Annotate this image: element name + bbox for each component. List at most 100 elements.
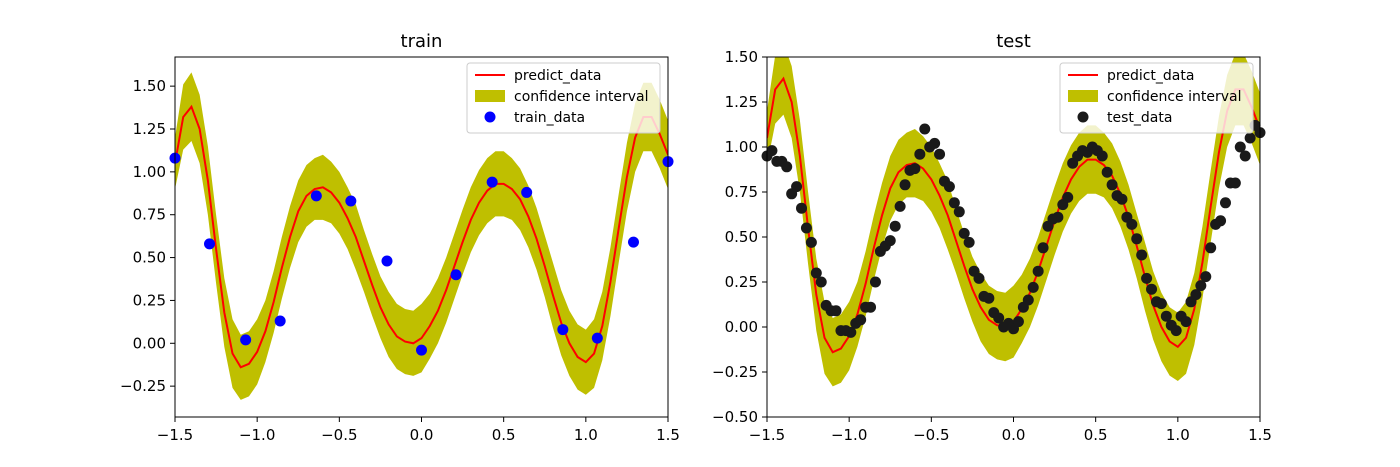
- y-tick-label: 1.00: [133, 163, 166, 181]
- x-tick-label: −0.5: [321, 426, 357, 444]
- data-point: [934, 148, 946, 160]
- y-tick-label: 1.00: [725, 138, 758, 156]
- data-point: [591, 332, 603, 344]
- data-point: [983, 292, 995, 304]
- data-point: [899, 179, 911, 191]
- data-point: [1096, 150, 1108, 162]
- data-point: [865, 301, 877, 313]
- data-point: [993, 312, 1005, 324]
- data-point: [805, 236, 817, 248]
- data-point: [450, 269, 462, 281]
- data-point: [1244, 132, 1256, 144]
- y-tick-label: 1.50: [133, 77, 166, 95]
- legend-point-swatch: [484, 111, 496, 123]
- y-tick-label: 0.00: [133, 334, 166, 352]
- y-tick-label: 1.50: [725, 48, 758, 66]
- legend-box: [466, 62, 661, 134]
- data-point: [416, 344, 427, 356]
- data-point: [521, 186, 533, 198]
- data-point: [1126, 218, 1138, 230]
- data-point: [943, 181, 955, 193]
- data-point: [1229, 177, 1241, 189]
- data-point: [627, 236, 639, 248]
- legend: predict_data confidence interval train_dat…: [466, 62, 661, 134]
- data-point: [815, 276, 827, 288]
- y-tick-label: −0.50: [712, 408, 758, 426]
- data-point: [929, 137, 941, 149]
- x-tick-label: 0.5: [1084, 426, 1108, 444]
- y-tick-label: 0.25: [725, 273, 758, 291]
- data-point: [1234, 141, 1246, 153]
- data-point: [1012, 316, 1024, 328]
- data-point: [781, 161, 793, 173]
- x-tick-label: −1.5: [749, 426, 785, 444]
- data-point: [1136, 249, 1148, 261]
- data-point: [345, 195, 357, 207]
- x-tick-label: 0.5: [492, 426, 516, 444]
- test-panel: −1.5 −1.0 −0.5 0.0 0.5 1.0 1.5 −0.50 −0.25 0.00 0.…: [712, 31, 1272, 444]
- train-panel: −1.5 −1.0 −0.5 0.0 0.5 1.0 1.5 −0.25 0.00 0.25 0.5…: [120, 31, 680, 444]
- data-point: [1219, 197, 1231, 209]
- data-point: [1141, 272, 1153, 284]
- data-point: [914, 148, 926, 160]
- data-point: [830, 305, 842, 317]
- y-tick-label: 0.75: [133, 206, 166, 224]
- data-point: [1180, 316, 1192, 328]
- data-point: [381, 255, 393, 267]
- x-tick-label: 1.0: [574, 426, 598, 444]
- legend-label: predict_data: [1107, 68, 1194, 84]
- data-point: [1200, 271, 1212, 283]
- data-point: [1160, 310, 1172, 322]
- legend-label: predict_data: [514, 68, 601, 84]
- y-tick-label: 1.25: [133, 120, 166, 138]
- data-point: [884, 235, 896, 247]
- y-tick-label: −0.25: [712, 363, 758, 381]
- chart-title: test: [996, 31, 1031, 52]
- data-point: [1022, 294, 1034, 306]
- x-tick-label: 1.5: [656, 426, 680, 444]
- data-point: [973, 272, 985, 284]
- x-tick-label: 0.0: [410, 426, 434, 444]
- data-point: [810, 267, 822, 279]
- y-tick-label: 1.25: [725, 93, 758, 111]
- data-point: [1062, 191, 1074, 203]
- y-tick-label: 0.25: [133, 291, 166, 309]
- data-point: [791, 181, 803, 193]
- data-point: [919, 123, 931, 135]
- x-tick-label: −1.5: [157, 426, 193, 444]
- data-point: [845, 326, 857, 338]
- data-point: [204, 238, 216, 250]
- data-point: [855, 314, 867, 326]
- data-point: [486, 176, 498, 188]
- data-point: [1155, 298, 1167, 310]
- data-point: [963, 236, 975, 248]
- data-points: [761, 119, 1266, 338]
- data-point: [1195, 280, 1207, 292]
- data-point: [909, 163, 921, 175]
- data-point: [1239, 150, 1251, 162]
- data-point: [894, 200, 906, 212]
- data-point: [800, 222, 812, 234]
- legend-label: train_data: [514, 110, 585, 126]
- x-tick-label: 0.0: [1002, 426, 1026, 444]
- data-point: [1032, 265, 1044, 277]
- data-point: [1027, 281, 1039, 293]
- x-tick-label: −1.0: [831, 426, 867, 444]
- data-point: [766, 145, 778, 157]
- legend-label: confidence interval: [514, 89, 648, 105]
- data-point: [310, 190, 322, 202]
- legend-box: [1059, 62, 1254, 134]
- legend-label: confidence interval: [1107, 89, 1241, 105]
- legend: predict_data confidence interval test_data: [1059, 62, 1254, 134]
- legend-point-swatch: [1077, 111, 1089, 123]
- confidence-interval-band: [175, 72, 668, 400]
- x-tick-label: 1.5: [1248, 426, 1272, 444]
- data-point: [1106, 179, 1118, 191]
- legend-band-swatch: [475, 90, 505, 102]
- legend-label: test_data: [1107, 110, 1172, 126]
- data-point: [958, 227, 970, 239]
- y-tick-label: 0.50: [725, 228, 758, 246]
- y-tick-label: 0.75: [725, 183, 758, 201]
- data-point: [1116, 193, 1128, 205]
